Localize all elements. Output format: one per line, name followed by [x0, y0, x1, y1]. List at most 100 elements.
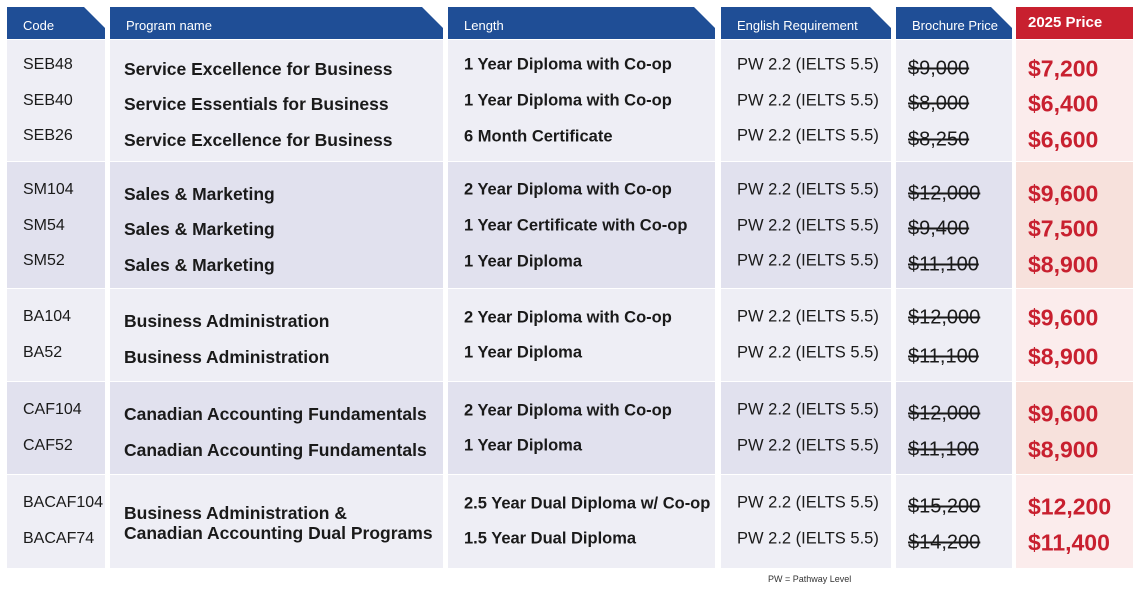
row-group-program — [110, 289, 443, 381]
header-program: Program name — [110, 7, 443, 39]
cell-english: PW 2.2 (IELTS 5.5) — [737, 180, 879, 199]
row-group-price — [1016, 382, 1133, 474]
cell-brochure: $12,000 — [908, 402, 981, 425]
cell-code: CAF52 — [23, 437, 73, 454]
cell-brochure: $8,250 — [908, 128, 970, 151]
cell-program: Service Excellence for Business — [124, 59, 393, 79]
cell-price: $9,600 — [1028, 304, 1099, 331]
row-group-english — [721, 162, 891, 288]
row-group-brochure — [896, 382, 1012, 474]
row-group-code — [7, 162, 105, 288]
dual-program-line1: Business Administration & — [124, 503, 347, 523]
row-group-price — [1016, 40, 1133, 161]
cell-price: $6,400 — [1028, 90, 1099, 117]
cell-english: PW 2.2 (IELTS 5.5) — [737, 126, 879, 145]
cell-length: 1 Year Certificate with Co-op — [464, 216, 688, 235]
header-english: English Requirement — [721, 7, 891, 39]
cell-code: CAF104 — [23, 401, 82, 418]
cell-price: $8,900 — [1028, 343, 1099, 370]
row-group-length — [448, 289, 715, 381]
cell-code: SEB26 — [23, 127, 73, 144]
cell-english: PW 2.2 (IELTS 5.5) — [737, 343, 879, 362]
cell-length: 6 Month Certificate — [464, 127, 613, 146]
cell-length: 1 Year Diploma — [464, 343, 583, 362]
cell-length: 2.5 Year Dual Diploma w/ Co-op — [464, 494, 711, 513]
column-length: Length 1 Year Diploma with Co-op 1 Year Di… — [448, 7, 715, 568]
cell-price: $11,400 — [1028, 529, 1110, 556]
cell-code: BA52 — [23, 344, 63, 361]
dual-program-line2: Canadian Accounting Dual Programs — [124, 523, 433, 543]
row-group-length — [448, 40, 715, 161]
row-group-english — [721, 289, 891, 381]
cell-code: BACAF104 — [23, 494, 104, 511]
row-group-brochure — [896, 40, 1012, 161]
row-group-price — [1016, 475, 1133, 568]
cell-brochure: $11,100 — [908, 253, 979, 276]
header-length: Length — [448, 7, 715, 39]
cell-brochure: $11,100 — [908, 345, 979, 368]
cell-english: PW 2.2 (IELTS 5.5) — [737, 216, 879, 235]
cell-code: BACAF74 — [23, 530, 95, 547]
cell-code: SEB48 — [23, 56, 73, 73]
cell-price: $6,600 — [1028, 126, 1099, 153]
cell-code: BA104 — [23, 308, 72, 325]
cell-code: SM54 — [23, 217, 65, 234]
cell-brochure: $14,200 — [908, 531, 981, 554]
cell-brochure: $9,400 — [908, 217, 970, 240]
cell-english: PW 2.2 (IELTS 5.5) — [737, 307, 879, 326]
cell-price: $8,900 — [1028, 436, 1099, 463]
footnote: PW = Pathway Level — [768, 574, 852, 584]
row-group-brochure — [896, 475, 1012, 568]
cell-brochure: $8,000 — [908, 92, 970, 115]
column-program: Program name Service Excellence for Busin… — [110, 7, 443, 568]
cell-english: PW 2.2 (IELTS 5.5) — [737, 91, 879, 110]
cell-code: SEB40 — [23, 92, 73, 109]
row-group-english — [721, 40, 891, 161]
column-brochure: Brochure Price $9,000 $8,000 $8,250 $12,000 $… — [896, 7, 1012, 568]
row-group-program — [110, 382, 443, 474]
column-price: 2025 Price $7,200 $6,400 $6,600 $9,600 $7,500… — [1016, 7, 1133, 568]
cell-length: 1.5 Year Dual Diploma — [464, 529, 637, 548]
header-price: 2025 Price — [1016, 7, 1133, 39]
cell-price: $9,600 — [1028, 400, 1099, 427]
cell-english: PW 2.2 (IELTS 5.5) — [737, 55, 879, 74]
cell-brochure: $9,000 — [908, 57, 970, 80]
cell-length: 1 Year Diploma — [464, 436, 583, 455]
cell-code: SM52 — [23, 252, 65, 269]
row-group-length — [448, 475, 715, 568]
cell-length: 2 Year Diploma with Co-op — [464, 180, 672, 199]
cell-price: $9,600 — [1028, 180, 1099, 207]
cell-brochure: $12,000 — [908, 182, 981, 205]
cell-english: PW 2.2 (IELTS 5.5) — [737, 529, 879, 548]
cell-length: 2 Year Diploma with Co-op — [464, 401, 672, 420]
row-group-brochure — [896, 289, 1012, 381]
cell-code: SM104 — [23, 181, 74, 198]
row-group-program — [110, 475, 443, 568]
cell-length: 1 Year Diploma with Co-op — [464, 91, 672, 110]
column-english: English Requirement PW 2.2 (IELTS 5.5) PW … — [721, 7, 891, 568]
cell-program: Business Administration — [124, 347, 330, 367]
row-group-brochure — [896, 162, 1012, 288]
cell-program: Service Essentials for Business — [124, 94, 389, 114]
row-group-english — [721, 475, 891, 568]
cell-price: $8,900 — [1028, 251, 1099, 278]
cell-brochure: $15,200 — [908, 495, 981, 518]
cell-length: 1 Year Diploma with Co-op — [464, 55, 672, 74]
cell-brochure: $11,100 — [908, 438, 979, 461]
cell-program: Sales & Marketing — [124, 184, 275, 204]
row-group-program — [110, 162, 443, 288]
header-code: Code — [7, 7, 105, 39]
header-brochure: Brochure Price — [896, 7, 1012, 39]
column-code: Code SEB48 SEB40 SEB26 SM104 SM54 SM52 BA104 BA5… — [7, 7, 105, 568]
cell-length: 2 Year Diploma with Co-op — [464, 308, 672, 327]
cell-brochure: $12,000 — [908, 306, 981, 329]
cell-length: 1 Year Diploma — [464, 252, 583, 271]
cell-english: PW 2.2 (IELTS 5.5) — [737, 251, 879, 270]
cell-program: Business Administration — [124, 311, 330, 331]
cell-price: $7,200 — [1028, 55, 1099, 82]
row-group-price — [1016, 162, 1133, 288]
cell-english: PW 2.2 (IELTS 5.5) — [737, 436, 879, 455]
cell-english: PW 2.2 (IELTS 5.5) — [737, 400, 879, 419]
cell-price: $7,500 — [1028, 215, 1099, 242]
cell-program: Sales & Marketing — [124, 255, 275, 275]
